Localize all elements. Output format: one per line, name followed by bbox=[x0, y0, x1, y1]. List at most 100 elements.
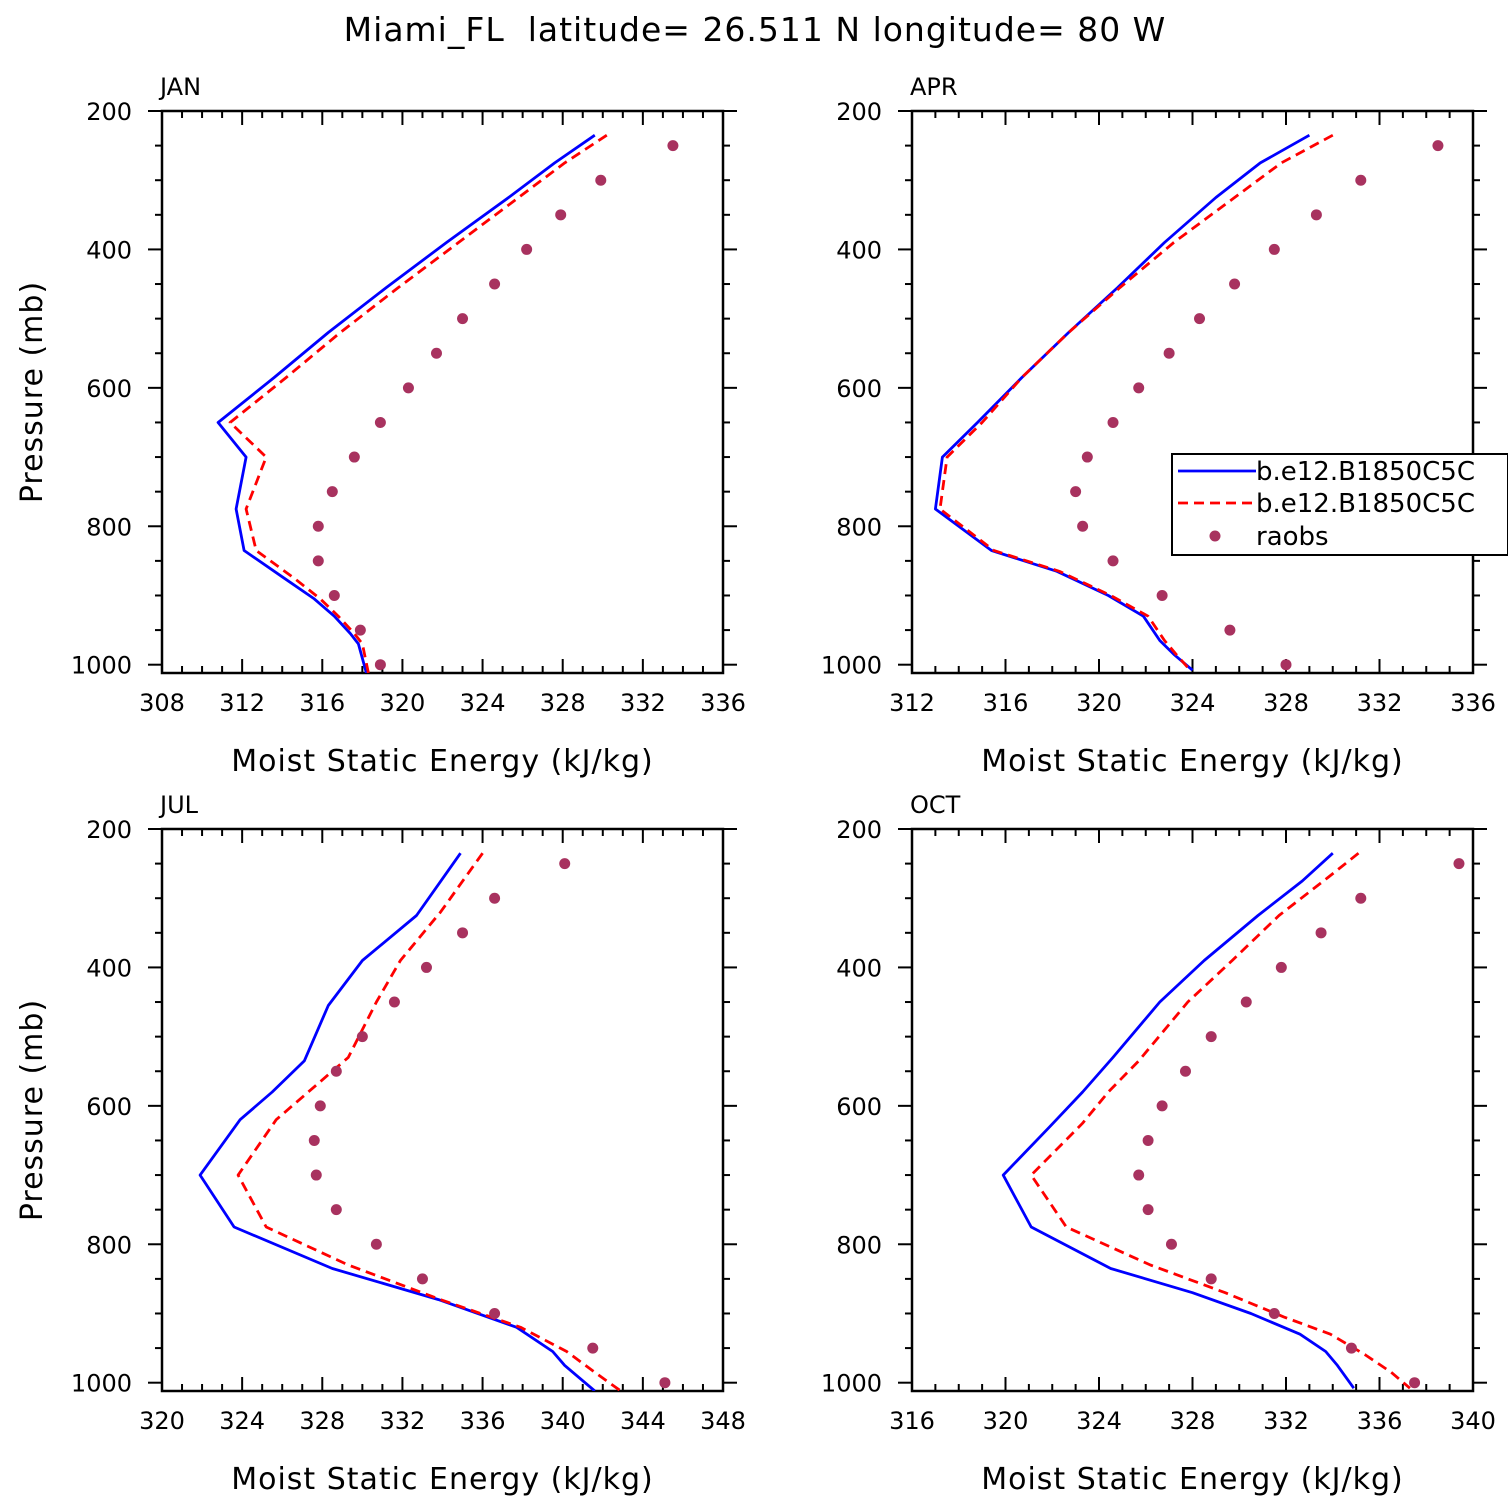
raobs-point bbox=[1280, 659, 1292, 671]
legend-label: b.e12.B1850C5C bbox=[1256, 489, 1475, 519]
raobs-point bbox=[328, 589, 340, 601]
series-group bbox=[216, 134, 679, 673]
x-tick-label: 344 bbox=[620, 1407, 666, 1435]
raobs-point bbox=[555, 209, 567, 221]
raobs-point bbox=[374, 659, 386, 671]
raobs-point bbox=[1205, 1273, 1217, 1285]
raobs-point bbox=[374, 416, 386, 428]
model-dashed-line bbox=[938, 133, 1334, 672]
plot-frame bbox=[910, 827, 1475, 1393]
raobs-point bbox=[1077, 520, 1089, 532]
raobs-point bbox=[595, 174, 607, 186]
x-tick-label: 336 bbox=[1450, 689, 1496, 717]
raobs-point bbox=[356, 1031, 368, 1043]
x-tick-label: 332 bbox=[1357, 689, 1403, 717]
y-tick-label: 200 bbox=[836, 98, 882, 126]
x-tick-label: 336 bbox=[700, 689, 746, 717]
y-tick-label: 200 bbox=[836, 816, 882, 844]
y-tick-label: 200 bbox=[86, 816, 132, 844]
y-tick-label: 800 bbox=[836, 1231, 882, 1259]
raobs-point bbox=[1355, 892, 1367, 904]
x-tick-label: 332 bbox=[620, 689, 666, 717]
raobs-point bbox=[1229, 278, 1241, 290]
x-tick-label: 320 bbox=[139, 1407, 185, 1435]
raobs-point bbox=[1355, 174, 1367, 186]
x-tick-label: 328 bbox=[540, 689, 586, 717]
raobs-point bbox=[416, 1273, 428, 1285]
x-tick-label: 324 bbox=[1076, 1407, 1122, 1435]
raobs-point bbox=[1224, 624, 1236, 636]
x-tick-label: 316 bbox=[983, 689, 1029, 717]
x-axis-title: Moist Static Energy (kJ/kg) bbox=[981, 744, 1404, 779]
x-tick-label: 348 bbox=[700, 1407, 746, 1435]
y-tick-label: 800 bbox=[86, 513, 132, 541]
raobs-point bbox=[1409, 1377, 1421, 1389]
series-group bbox=[198, 852, 671, 1391]
x-axis-title: Moist Static Energy (kJ/kg) bbox=[231, 1462, 654, 1497]
model-solid-line bbox=[1001, 852, 1355, 1390]
x-tick-label: 340 bbox=[540, 1407, 586, 1435]
raobs-point bbox=[330, 1204, 342, 1216]
plot-frame bbox=[910, 109, 1475, 675]
y-tick-label: 600 bbox=[86, 1093, 132, 1121]
y-tick-label: 600 bbox=[86, 375, 132, 403]
raobs-point bbox=[312, 555, 324, 567]
y-tick-label: 1000 bbox=[71, 652, 132, 680]
y-tick-label: 200 bbox=[86, 98, 132, 126]
raobs-point bbox=[308, 1134, 320, 1146]
panel-label: APR bbox=[910, 73, 958, 101]
raobs-point bbox=[457, 313, 469, 325]
x-tick-label: 336 bbox=[460, 1407, 506, 1435]
raobs-point bbox=[348, 451, 360, 463]
raobs-point bbox=[559, 858, 571, 870]
raobs-point bbox=[420, 961, 432, 973]
panel-label: JUL bbox=[158, 791, 199, 819]
raobs-point bbox=[1107, 416, 1119, 428]
x-axis-title: Moist Static Energy (kJ/kg) bbox=[231, 744, 654, 779]
model-solid-line bbox=[198, 852, 596, 1391]
y-tick-label: 800 bbox=[86, 1231, 132, 1259]
y-tick-label: 1000 bbox=[71, 1370, 132, 1398]
raobs-point bbox=[1240, 996, 1252, 1008]
y-tick-label: 1000 bbox=[821, 1370, 882, 1398]
raobs-point bbox=[330, 1065, 342, 1077]
raobs-point bbox=[314, 1100, 326, 1112]
x-tick-label: 324 bbox=[460, 689, 506, 717]
x-tick-label: 328 bbox=[1263, 689, 1309, 717]
legend-marker bbox=[1209, 530, 1221, 542]
panel-oct: 316 320 324 328 332 336 340 200 400 600 800 1000 OCT… bbox=[821, 791, 1496, 1497]
model-solid-line bbox=[934, 133, 1311, 672]
raobs-point bbox=[1163, 347, 1175, 359]
model-dashed-line bbox=[1029, 852, 1411, 1390]
raobs-point bbox=[1275, 961, 1287, 973]
y-tick-label: 600 bbox=[836, 375, 882, 403]
y-axis-title: Pressure (mb) bbox=[15, 999, 50, 1221]
raobs-point bbox=[388, 996, 400, 1008]
raobs-point bbox=[1156, 1100, 1168, 1112]
raobs-point bbox=[402, 382, 414, 394]
raobs-point bbox=[457, 927, 469, 939]
raobs-point bbox=[587, 1342, 599, 1354]
raobs-point bbox=[1107, 555, 1119, 567]
raobs-point bbox=[312, 520, 324, 532]
raobs-point bbox=[1179, 1065, 1191, 1077]
y-tick-label: 400 bbox=[836, 236, 882, 264]
raobs-point bbox=[1081, 451, 1093, 463]
raobs-point bbox=[489, 892, 501, 904]
x-tick-label: 312 bbox=[889, 689, 935, 717]
raobs-point bbox=[1133, 382, 1145, 394]
x-tick-label: 328 bbox=[299, 1407, 345, 1435]
raobs-point bbox=[310, 1169, 322, 1181]
raobs-point bbox=[659, 1377, 671, 1389]
plot-frame bbox=[160, 827, 725, 1393]
series-group bbox=[1001, 852, 1465, 1390]
x-tick-label: 320 bbox=[983, 1407, 1029, 1435]
raobs-point bbox=[354, 624, 366, 636]
y-tick-label: 400 bbox=[86, 954, 132, 982]
raobs-point bbox=[1156, 589, 1168, 601]
x-tick-label: 328 bbox=[1170, 1407, 1216, 1435]
raobs-point bbox=[489, 278, 501, 290]
x-tick-label: 340 bbox=[1450, 1407, 1496, 1435]
